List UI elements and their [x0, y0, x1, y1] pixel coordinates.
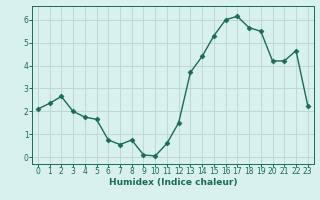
X-axis label: Humidex (Indice chaleur): Humidex (Indice chaleur): [108, 178, 237, 187]
